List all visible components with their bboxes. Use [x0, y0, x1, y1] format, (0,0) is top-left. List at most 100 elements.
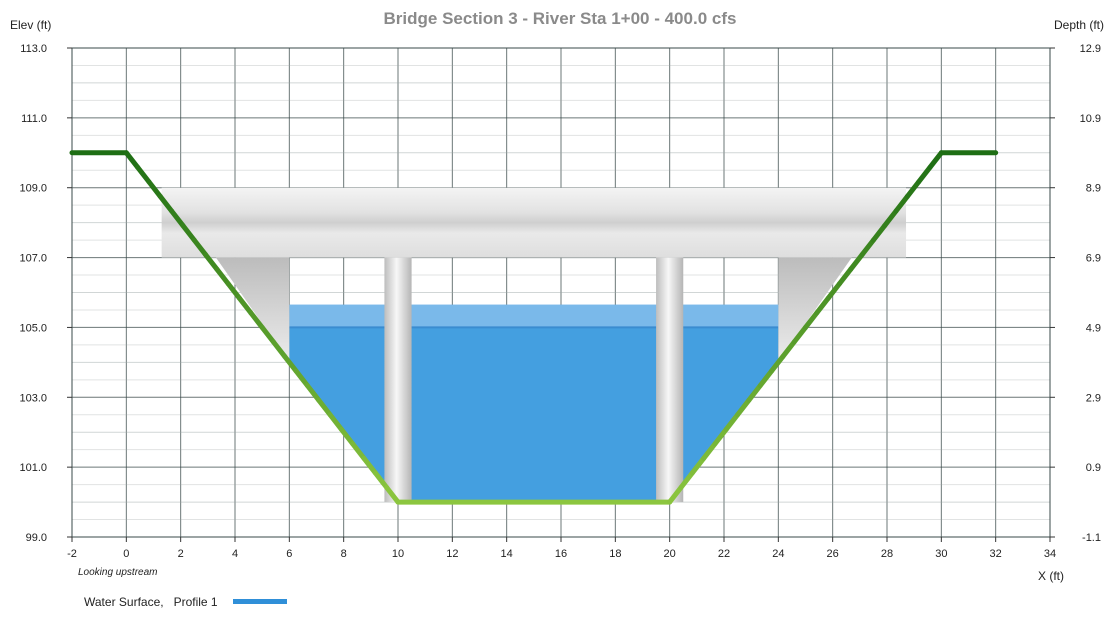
- x-tick-label: 18: [609, 548, 621, 560]
- ground-segment: [689, 455, 707, 476]
- ground-segment: [214, 266, 231, 287]
- y2-tick-label: 2.9: [1086, 392, 1101, 404]
- water-surface-band: [289, 304, 779, 328]
- ground-segment: [338, 426, 356, 447]
- ground-segment: [237, 295, 254, 316]
- x-tick-label: 2: [178, 548, 184, 560]
- chart-title: Bridge Section 3 - River Sta 1+00 - 400.…: [384, 9, 737, 28]
- y2-axis-label: Depth (ft): [1054, 18, 1104, 32]
- ground-segment: [135, 164, 152, 185]
- ground-segment: [169, 208, 186, 229]
- ground-segment: [225, 281, 243, 301]
- ground-segment: [859, 237, 876, 258]
- ground-segment: [803, 310, 820, 330]
- axis-ticks: -2 0 2 4 6 8 10 12 14 16 18 20 22 24 26 28 30 32 3499.0101…: [19, 43, 1101, 560]
- ground-segment: [836, 266, 854, 287]
- ground-segment: [678, 470, 695, 491]
- ground-segment: [701, 441, 718, 461]
- ground-segment: [361, 455, 378, 476]
- x-tick-label: 8: [341, 548, 347, 560]
- ground-segment: [203, 252, 220, 272]
- ground-segment: [372, 470, 390, 491]
- y-tick-label: 99.0: [26, 532, 47, 544]
- x-tick-label: 20: [664, 548, 676, 560]
- x-tick-label: 24: [772, 548, 784, 560]
- abutment: [778, 257, 852, 363]
- ground-segment: [304, 383, 322, 403]
- ground-segment: [791, 324, 808, 345]
- ground-segment: [814, 295, 831, 316]
- y-tick-label: 103.0: [19, 392, 47, 404]
- ground-segment: [927, 150, 944, 170]
- water-fill: [289, 304, 779, 503]
- ground-segment: [123, 150, 141, 170]
- ground-segment: [870, 223, 888, 243]
- y2-tick-label: 8.9: [1086, 183, 1101, 195]
- ground-segment: [723, 412, 741, 432]
- x-tick-label: 34: [1044, 548, 1056, 560]
- x-tick-label: 26: [827, 548, 839, 560]
- ground-segment: [327, 412, 344, 432]
- ground-segment: [667, 485, 684, 505]
- ground-segment: [780, 339, 797, 360]
- y-tick-label: 107.0: [19, 253, 47, 265]
- ground-segment: [757, 368, 775, 389]
- ground-segment: [180, 223, 197, 243]
- y-tick-label: 101.0: [19, 462, 47, 474]
- x-axis-label: X (ft): [1038, 569, 1064, 583]
- x-tick-label: 10: [392, 548, 404, 560]
- ground-segment: [293, 368, 310, 389]
- ground-segment: [316, 397, 333, 418]
- x-tick-label: 32: [990, 548, 1002, 560]
- legend-label: Water Surface, Profile 1: [84, 595, 218, 609]
- y2-tick-label: 4.9: [1086, 322, 1101, 334]
- ground-segment: [157, 193, 175, 214]
- y-tick-label: 113.0: [20, 43, 47, 55]
- y2-tick-label: 6.9: [1086, 253, 1101, 265]
- ground-segment: [769, 354, 786, 374]
- ground-segment: [270, 339, 288, 360]
- ground-segment: [712, 426, 729, 447]
- ground-segment: [191, 237, 209, 258]
- ground-segment: [248, 310, 265, 330]
- ground-segment: [735, 397, 752, 418]
- ground-segment: [282, 354, 299, 374]
- legend-swatch: [233, 599, 287, 604]
- water-surface-area: [289, 304, 779, 503]
- ground-segment: [259, 324, 276, 345]
- y-axis-label: Elev (ft): [10, 18, 51, 32]
- bridge-structure: [161, 187, 907, 503]
- ground-segment: [146, 179, 163, 199]
- y-tick-label: 105.0: [19, 322, 47, 334]
- ground-segment: [882, 208, 899, 229]
- ground-segment: [904, 179, 922, 199]
- y-tick-label: 109.0: [19, 183, 47, 195]
- ground-segment: [916, 164, 933, 185]
- legend: Water Surface, Profile 1: [84, 595, 287, 609]
- y-tick-label: 111.0: [21, 113, 47, 125]
- x-tick-label: -2: [67, 548, 77, 560]
- x-tick-label: 12: [446, 548, 458, 560]
- y2-tick-label: 12.9: [1080, 43, 1101, 55]
- x-tick-label: 22: [718, 548, 730, 560]
- x-tick-label: 6: [286, 548, 292, 560]
- x-tick-label: 14: [501, 548, 513, 560]
- y2-tick-label: 10.9: [1080, 113, 1101, 125]
- bridge-deck: [161, 187, 907, 258]
- x-tick-label: 30: [935, 548, 947, 560]
- looking-upstream-note: Looking upstream: [78, 567, 158, 578]
- x-tick-label: 0: [123, 548, 129, 560]
- y2-tick-label: -1.1: [1082, 532, 1101, 544]
- ground-segment: [384, 485, 401, 505]
- bridge-pier: [656, 257, 684, 503]
- x-tick-label: 28: [881, 548, 893, 560]
- ground-segment: [825, 281, 842, 301]
- y2-tick-label: 0.9: [1086, 462, 1101, 474]
- ground-segment: [350, 441, 367, 461]
- x-tick-label: 4: [232, 548, 238, 560]
- ground-segment: [848, 252, 865, 272]
- ground-segment: [893, 193, 910, 214]
- ground-profile: [69, 150, 999, 505]
- bridge-pier: [384, 257, 412, 503]
